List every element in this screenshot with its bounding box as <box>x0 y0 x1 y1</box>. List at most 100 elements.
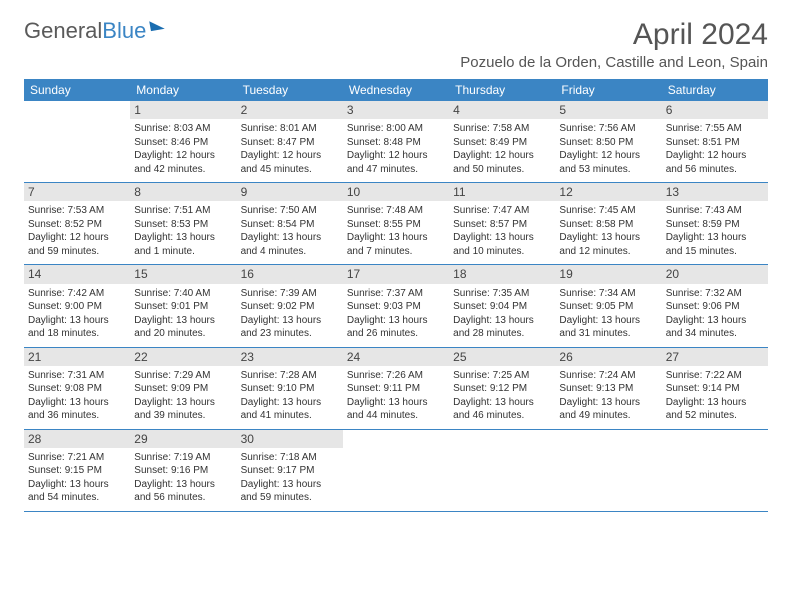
weekday-label: Wednesday <box>343 79 449 101</box>
day-number: 3 <box>343 101 449 119</box>
day-cell: 9 Sunrise: 7:50 AMSunset: 8:54 PMDaylight… <box>237 183 343 264</box>
day-cell: 17Sunrise: 7:37 AMSunset: 9:03 PMDayligh… <box>343 265 449 346</box>
day-details: Sunrise: 8:03 AMSunset: 8:46 PMDaylight:… <box>134 122 232 176</box>
day-cell: 4 Sunrise: 7:58 AMSunset: 8:49 PMDaylight… <box>449 101 555 182</box>
day-number: 21 <box>24 348 130 366</box>
day-cell: 16 Sunrise: 7:39 AMSunset: 9:02 PMDayligh… <box>237 265 343 346</box>
day-number: 15 <box>130 265 236 283</box>
day-number: 26 <box>555 348 661 366</box>
day-details: Sunrise: 7:35 AMSunset: 9:04 PMDaylight:… <box>453 287 551 341</box>
week-row: 7 Sunrise: 7:53 AMSunset: 8:52 PMDaylight… <box>24 183 768 265</box>
day-number: 23 <box>237 348 343 366</box>
day-details: Sunrise: 7:24 AMSunset: 9:13 PMDaylight:… <box>559 369 657 423</box>
weekday-label: Thursday <box>449 79 555 101</box>
day-details: Sunrise: 8:00 AMSunset: 8:48 PMDaylight:… <box>347 122 445 176</box>
day-details: Sunrise: 7:43 AMSunset: 8:59 PMDaylight:… <box>666 204 764 258</box>
day-details: Sunrise: 7:18 AMSunset: 9:17 PMDaylight:… <box>241 451 339 505</box>
day-number: 2 <box>237 101 343 119</box>
day-details: Sunrise: 7:42 AMSunset: 9:00 PMDaylight:… <box>28 287 126 341</box>
day-cell: 28 Sunrise: 7:21 AMSunset: 9:15 PMDayligh… <box>24 430 130 511</box>
day-details: Sunrise: 7:25 AMSunset: 9:12 PMDaylight:… <box>453 369 551 423</box>
day-number: 14 <box>24 265 130 283</box>
day-cell: 6 Sunrise: 7:55 AMSunset: 8:51 PMDaylight… <box>662 101 768 182</box>
day-cell: 20Sunrise: 7:32 AMSunset: 9:06 PMDayligh… <box>662 265 768 346</box>
day-cell: 13 Sunrise: 7:43 AMSunset: 8:59 PMDayligh… <box>662 183 768 264</box>
day-number: 29 <box>130 430 236 448</box>
day-details: Sunrise: 7:39 AMSunset: 9:02 PMDaylight:… <box>241 287 339 341</box>
weekday-label: Saturday <box>662 79 768 101</box>
day-number: 25 <box>449 348 555 366</box>
day-number: 5 <box>555 101 661 119</box>
day-cell <box>343 430 449 511</box>
day-cell <box>24 101 130 182</box>
week-row: 14 Sunrise: 7:42 AMSunset: 9:00 PMDayligh… <box>24 265 768 347</box>
day-number: 11 <box>449 183 555 201</box>
day-cell: 23 Sunrise: 7:28 AMSunset: 9:10 PMDayligh… <box>237 348 343 429</box>
day-cell: 3 Sunrise: 8:00 AMSunset: 8:48 PMDaylight… <box>343 101 449 182</box>
day-cell: 19Sunrise: 7:34 AMSunset: 9:05 PMDayligh… <box>555 265 661 346</box>
day-number: 9 <box>237 183 343 201</box>
day-details: Sunrise: 7:56 AMSunset: 8:50 PMDaylight:… <box>559 122 657 176</box>
day-details: Sunrise: 7:29 AMSunset: 9:09 PMDaylight:… <box>134 369 232 423</box>
day-cell: 7 Sunrise: 7:53 AMSunset: 8:52 PMDaylight… <box>24 183 130 264</box>
day-cell <box>662 430 768 511</box>
day-cell: 21 Sunrise: 7:31 AMSunset: 9:08 PMDayligh… <box>24 348 130 429</box>
title-block: April 2024 Pozuelo de la Orden, Castille… <box>460 18 768 71</box>
day-cell: 24 Sunrise: 7:26 AMSunset: 9:11 PMDayligh… <box>343 348 449 429</box>
day-number: 30 <box>237 430 343 448</box>
day-details: Sunrise: 7:37 AMSunset: 9:03 PMDaylight:… <box>347 287 445 341</box>
day-cell: 29Sunrise: 7:19 AMSunset: 9:16 PMDayligh… <box>130 430 236 511</box>
logo-text-part2: Blue <box>102 18 146 44</box>
day-number: 7 <box>24 183 130 201</box>
day-number: 27 <box>662 348 768 366</box>
day-number: 20 <box>662 265 768 283</box>
day-number: 4 <box>449 101 555 119</box>
day-details: Sunrise: 7:28 AMSunset: 9:10 PMDaylight:… <box>241 369 339 423</box>
day-cell <box>555 430 661 511</box>
logo-text-part1: General <box>24 18 102 44</box>
day-details: Sunrise: 7:45 AMSunset: 8:58 PMDaylight:… <box>559 204 657 258</box>
day-details: Sunrise: 7:31 AMSunset: 9:08 PMDaylight:… <box>28 369 126 423</box>
day-details: Sunrise: 7:58 AMSunset: 8:49 PMDaylight:… <box>453 122 551 176</box>
day-number: 6 <box>662 101 768 119</box>
day-cell: 18 Sunrise: 7:35 AMSunset: 9:04 PMDayligh… <box>449 265 555 346</box>
day-cell: 14 Sunrise: 7:42 AMSunset: 9:00 PMDayligh… <box>24 265 130 346</box>
day-cell: 1 Sunrise: 8:03 AMSunset: 8:46 PMDaylight… <box>130 101 236 182</box>
day-number: 28 <box>24 430 130 448</box>
weeks-container: 1 Sunrise: 8:03 AMSunset: 8:46 PMDaylight… <box>24 101 768 512</box>
day-number: 18 <box>449 265 555 283</box>
day-details: Sunrise: 7:26 AMSunset: 9:11 PMDaylight:… <box>347 369 445 423</box>
day-details: Sunrise: 7:34 AMSunset: 9:05 PMDaylight:… <box>559 287 657 341</box>
day-details: Sunrise: 7:47 AMSunset: 8:57 PMDaylight:… <box>453 204 551 258</box>
weekday-label: Tuesday <box>237 79 343 101</box>
day-cell: 11 Sunrise: 7:47 AMSunset: 8:57 PMDayligh… <box>449 183 555 264</box>
day-cell <box>449 430 555 511</box>
logo-triangle-icon <box>150 19 166 31</box>
day-number: 1 <box>130 101 236 119</box>
day-details: Sunrise: 7:21 AMSunset: 9:15 PMDaylight:… <box>28 451 126 505</box>
day-cell: 25 Sunrise: 7:25 AMSunset: 9:12 PMDayligh… <box>449 348 555 429</box>
weekday-label: Friday <box>555 79 661 101</box>
day-cell: 30 Sunrise: 7:18 AMSunset: 9:17 PMDayligh… <box>237 430 343 511</box>
day-number: 24 <box>343 348 449 366</box>
day-cell: 15 Sunrise: 7:40 AMSunset: 9:01 PMDayligh… <box>130 265 236 346</box>
day-cell: 5 Sunrise: 7:56 AMSunset: 8:50 PMDaylight… <box>555 101 661 182</box>
day-details: Sunrise: 7:50 AMSunset: 8:54 PMDaylight:… <box>241 204 339 258</box>
month-title: April 2024 <box>460 18 768 52</box>
day-cell: 27 Sunrise: 7:22 AMSunset: 9:14 PMDayligh… <box>662 348 768 429</box>
week-row: 28 Sunrise: 7:21 AMSunset: 9:15 PMDayligh… <box>24 430 768 512</box>
day-details: Sunrise: 7:22 AMSunset: 9:14 PMDaylight:… <box>666 369 764 423</box>
day-number: 16 <box>237 265 343 283</box>
day-number: 22 <box>130 348 236 366</box>
day-details: Sunrise: 7:55 AMSunset: 8:51 PMDaylight:… <box>666 122 764 176</box>
day-details: Sunrise: 7:40 AMSunset: 9:01 PMDaylight:… <box>134 287 232 341</box>
day-cell: 26 Sunrise: 7:24 AMSunset: 9:13 PMDayligh… <box>555 348 661 429</box>
day-cell: 10Sunrise: 7:48 AMSunset: 8:55 PMDayligh… <box>343 183 449 264</box>
day-cell: 12 Sunrise: 7:45 AMSunset: 8:58 PMDayligh… <box>555 183 661 264</box>
day-number: 12 <box>555 183 661 201</box>
day-number: 10 <box>343 183 449 201</box>
day-number: 8 <box>130 183 236 201</box>
day-details: Sunrise: 7:53 AMSunset: 8:52 PMDaylight:… <box>28 204 126 258</box>
day-cell: 22 Sunrise: 7:29 AMSunset: 9:09 PMDayligh… <box>130 348 236 429</box>
day-number: 13 <box>662 183 768 201</box>
